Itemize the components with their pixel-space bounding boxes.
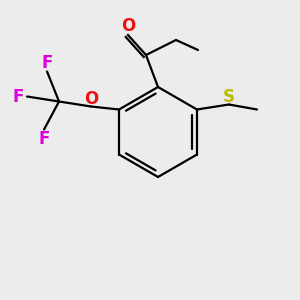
Text: F: F (38, 130, 50, 148)
Text: S: S (223, 88, 235, 106)
Text: F: F (41, 53, 53, 71)
Text: O: O (121, 17, 135, 35)
Text: F: F (12, 88, 24, 106)
Text: O: O (84, 89, 98, 107)
